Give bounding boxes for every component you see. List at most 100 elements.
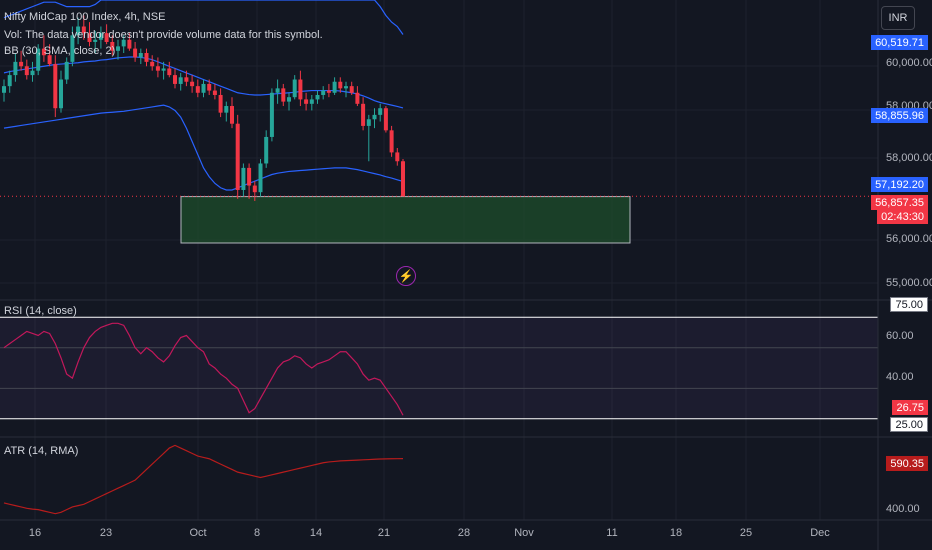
- candle-body: [349, 86, 354, 93]
- candle-body: [230, 106, 234, 124]
- candle-body: [47, 55, 52, 65]
- candle-body: [224, 106, 229, 113]
- candle-body: [76, 26, 81, 36]
- candle-body: [36, 48, 41, 71]
- time-tick: 11: [606, 527, 618, 539]
- candle-body: [93, 39, 98, 42]
- rsi-indicator: [0, 316, 878, 420]
- candle-body: [64, 61, 69, 80]
- candle-body: [184, 77, 189, 82]
- time-tick: Oct: [189, 527, 207, 539]
- bb-upper-price-label: 60,519.71: [871, 35, 928, 50]
- candle-body: [87, 33, 92, 42]
- bb-basis-price-label: 58,855.96: [871, 108, 928, 123]
- candle-body: [287, 97, 291, 102]
- candle-body: [372, 114, 377, 120]
- volume-notice: Vol: The data vendor doesn't provide vol…: [4, 29, 323, 41]
- candle-body: [41, 48, 46, 56]
- time-tick: 16: [28, 527, 42, 539]
- bb-lower-line: [3, 104, 404, 191]
- demand-zone: [0, 195, 878, 244]
- bb-lower-price-label: 57,192.20: [871, 177, 928, 192]
- candle-body: [235, 123, 240, 190]
- candle-body: [167, 68, 172, 76]
- price-tick-56000: 56,000.00: [886, 233, 932, 245]
- candle-body: [247, 167, 252, 186]
- candle-body: [344, 86, 348, 89]
- rsi-line: [3, 322, 404, 416]
- candle-body: [121, 39, 126, 47]
- candle-body: [98, 33, 103, 40]
- candle-body: [212, 90, 217, 95]
- candle-body: [190, 81, 195, 87]
- candle-body: [321, 90, 326, 95]
- candle-body: [161, 68, 166, 71]
- candle-body: [264, 136, 269, 164]
- candle-body: [304, 99, 309, 104]
- candle-body: [53, 64, 58, 109]
- rsi-tick-60: 60.00: [886, 330, 914, 342]
- candle-body: [389, 130, 394, 153]
- candle-body: [195, 86, 200, 93]
- candle-body: [19, 61, 24, 67]
- atr-tick-400: 400.00: [886, 503, 920, 515]
- time-tick: 21: [377, 527, 391, 539]
- candle-body: [138, 53, 143, 58]
- candle-body: [127, 39, 132, 49]
- candle-body: [144, 53, 149, 62]
- demand-zone-box: [180, 196, 631, 244]
- candle-body: [275, 88, 280, 93]
- candle-body: [104, 33, 109, 42]
- candle-body: [133, 48, 138, 58]
- atr-indicator: [3, 444, 404, 515]
- bb-upper-line: [3, 0, 404, 35]
- candle-body: [315, 94, 320, 100]
- rsi-upper-band-label: 75.00: [890, 297, 928, 312]
- candle-body: [252, 185, 257, 193]
- candle-body: [332, 81, 337, 93]
- candle-body: [207, 83, 212, 91]
- price-tick-60000: 60,000.00: [886, 57, 932, 69]
- rsi-legend-label[interactable]: RSI (14, close): [4, 305, 77, 317]
- candle-body: [298, 79, 303, 100]
- atr-line: [3, 444, 404, 515]
- time-tick: 23: [99, 527, 113, 539]
- candle-body: [173, 75, 177, 84]
- price-tick-55000: 55,000.00: [886, 277, 932, 289]
- candle-body: [269, 92, 274, 137]
- time-tick: 14: [309, 527, 323, 539]
- rsi-lower-band-label: 25.00: [890, 417, 928, 432]
- rsi-tick-40: 40.00: [886, 371, 914, 383]
- rsi-current-label: 26.75: [892, 400, 928, 415]
- candle-body: [378, 108, 383, 115]
- candle-body: [110, 41, 115, 51]
- currency-button[interactable]: INR: [881, 6, 915, 30]
- candle-body: [116, 46, 120, 51]
- lightning-icon[interactable]: ⚡: [396, 266, 416, 286]
- candle-body: [326, 90, 331, 93]
- time-tick: 25: [739, 527, 753, 539]
- candle-body: [150, 61, 155, 67]
- candle-body: [401, 161, 405, 197]
- candle-body: [355, 92, 360, 104]
- candle-body: [292, 79, 297, 98]
- atr-legend-label[interactable]: ATR (14, RMA): [4, 445, 79, 457]
- candle-body: [155, 66, 160, 71]
- candle-body: [366, 119, 371, 126]
- last-price-label: 56,857.35: [871, 195, 928, 210]
- rsi-band-background: [0, 317, 878, 419]
- candle-body: [361, 103, 366, 126]
- symbol-title: Nifty MidCap 100 Index, 4h, NSE: [4, 11, 166, 23]
- candle-body: [30, 70, 35, 76]
- candle-body: [395, 152, 400, 162]
- bb-legend-label[interactable]: BB (30, SMA, close, 2): [4, 45, 116, 57]
- candle-body: [383, 108, 388, 131]
- time-tick: 18: [669, 527, 683, 539]
- candle-body: [81, 26, 86, 34]
- candle-body: [178, 77, 183, 84]
- time-tick: 8: [253, 527, 261, 539]
- candle-body: [24, 66, 29, 76]
- candle-body: [258, 163, 263, 193]
